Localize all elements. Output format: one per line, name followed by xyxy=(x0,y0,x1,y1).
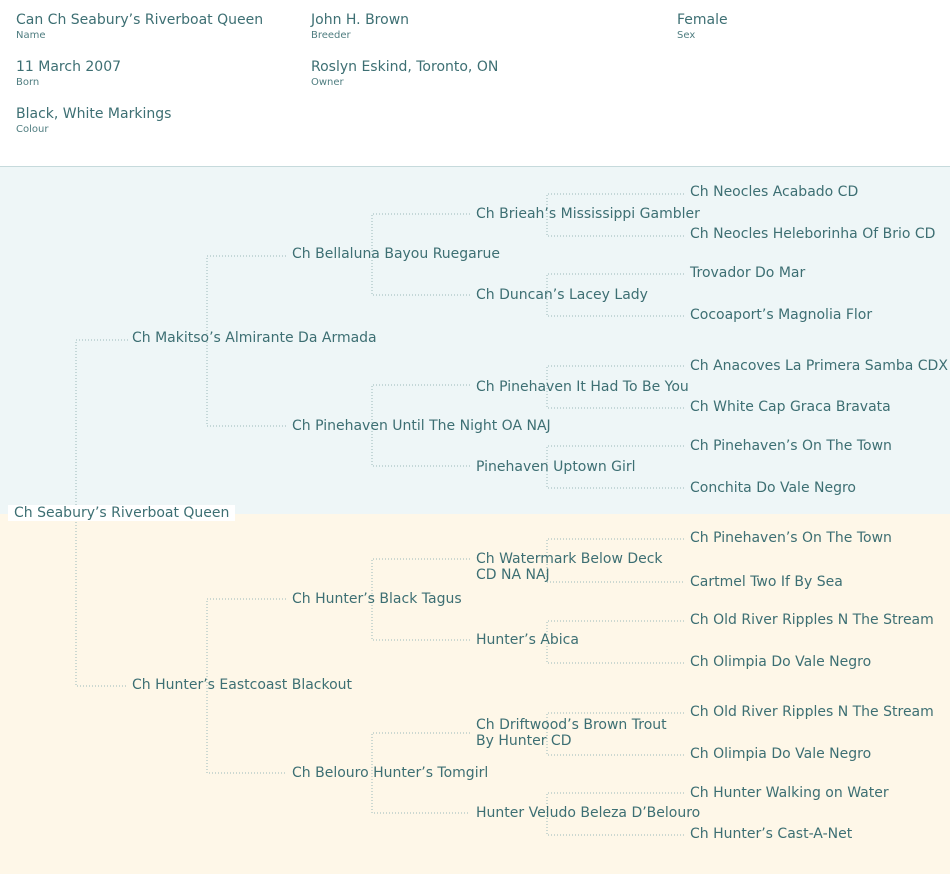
pedigree-sire-dam-sire[interactable]: Ch Pinehaven It Had To Be You xyxy=(476,379,689,395)
connector-sire-dam xyxy=(371,384,470,467)
pedigree-dam-dam-sire[interactable]: Ch Driftwood’s Brown Trout By Hunter CD xyxy=(476,717,667,749)
sex-value: Female xyxy=(677,12,728,28)
sire-side-section xyxy=(0,166,950,515)
info-sex: Female Sex xyxy=(677,12,728,41)
pedigree-sire-dam-sire-sire[interactable]: Ch Anacoves La Primera Samba CDX xyxy=(690,358,948,374)
pedigree-dam-sire-dam[interactable]: Hunter’s Abica xyxy=(476,632,579,648)
born-label: Born xyxy=(16,77,40,88)
pedigree-dam-sire-dam-sire[interactable]: Ch Old River Ripples N The Stream xyxy=(690,612,934,628)
pedigree-sire-sire-sire-dam[interactable]: Ch Neocles Heleborinha Of Brio CD xyxy=(690,226,936,242)
pedigree-sire-dam-dam-sire[interactable]: Ch Pinehaven’s On The Town xyxy=(690,438,892,454)
pedigree-sire-dam-sire-dam[interactable]: Ch White Cap Graca Bravata xyxy=(690,399,891,415)
pedigree-sire-sire[interactable]: Ch Bellaluna Bayou Ruegarue xyxy=(292,246,500,262)
pedigree-dam[interactable]: Ch Hunter’s Eastcoast Blackout xyxy=(132,677,353,693)
pedigree-sire-sire-dam[interactable]: Ch Duncan’s Lacey Lady xyxy=(476,287,648,303)
name-value: Can Ch Seabury’s Riverboat Queen xyxy=(16,12,264,28)
pedigree-sire-sire-sire[interactable]: Ch Brieah’s Mississippi Gambler xyxy=(476,206,700,222)
connector-dam-dam xyxy=(371,732,470,814)
info-name: Can Ch Seabury’s Riverboat Queen Name xyxy=(16,12,263,41)
pedigree-sire-sire-sire-sire[interactable]: Ch Neocles Acabado CD xyxy=(690,184,859,200)
pedigree-dam-dam-dam-dam[interactable]: Ch Hunter’s Cast-A-Net xyxy=(690,826,853,842)
owner-label: Owner xyxy=(311,77,344,88)
pedigree-sire-dam-dam-dam[interactable]: Conchita Do Vale Negro xyxy=(690,480,856,496)
pedigree-dam-sire-sire-dam[interactable]: Cartmel Two If By Sea xyxy=(690,574,843,590)
breeder-value: John H. Brown xyxy=(311,12,410,28)
info-born: 11 March 2007 Born xyxy=(16,59,121,88)
pedigree-dam-dam-sire-dam[interactable]: Ch Olimpia Do Vale Negro xyxy=(690,746,872,762)
colour-label: Colour xyxy=(16,124,49,135)
pedigree-dam-dam-dam-sire[interactable]: Ch Hunter Walking on Water xyxy=(690,785,889,801)
pedigree-sire-sire-dam-sire[interactable]: Trovador Do Mar xyxy=(690,265,806,281)
connector-dam-sire xyxy=(371,558,470,641)
pedigree-dam-sire-dam-dam[interactable]: Ch Olimpia Do Vale Negro xyxy=(690,654,872,670)
pedigree-dam-dam-sire-sire[interactable]: Ch Old River Ripples N The Stream xyxy=(690,704,934,720)
connector-sire-sire xyxy=(371,213,470,296)
name-label: Name xyxy=(16,30,46,41)
pedigree-sire[interactable]: Ch Makitso’s Almirante Da Armada xyxy=(132,330,377,346)
info-breeder: John H. Brown Breeder xyxy=(311,12,409,41)
dam-side-section xyxy=(0,514,950,874)
pedigree-sire-dam-dam[interactable]: Pinehaven Uptown Girl xyxy=(476,459,636,475)
pedigree-sire-sire-dam-dam[interactable]: Cocoaport’s Magnolia Flor xyxy=(690,307,873,323)
born-value: 11 March 2007 xyxy=(16,59,122,75)
pedigree-dam-sire[interactable]: Ch Hunter’s Black Tagus xyxy=(292,591,462,607)
pedigree-dam-sire-sire-sire[interactable]: Ch Pinehaven’s On The Town xyxy=(690,530,892,546)
pedigree-subject[interactable]: Ch Seabury’s Riverboat Queen xyxy=(8,505,236,521)
pedigree-sire-dam[interactable]: Ch Pinehaven Until The Night OA NAJ xyxy=(292,418,551,434)
info-owner: Roslyn Eskind, Toronto, ON Owner xyxy=(311,59,498,88)
connector-sire xyxy=(206,255,286,427)
colour-value: Black, White Markings xyxy=(16,106,172,122)
pedigree-dam-dam[interactable]: Ch Belouro Hunter’s Tomgirl xyxy=(292,765,489,781)
connector-dam xyxy=(206,598,286,774)
pedigree-dam-sire-sire[interactable]: Ch Watermark Below Deck CD NA NAJ xyxy=(476,551,663,583)
sex-label: Sex xyxy=(677,30,696,41)
breeder-label: Breeder xyxy=(311,30,351,41)
info-colour: Black, White Markings Colour xyxy=(16,106,171,135)
pedigree-dam-dam-dam[interactable]: Hunter Veludo Beleza D’Belouro xyxy=(476,805,701,821)
owner-value: Roslyn Eskind, Toronto, ON xyxy=(311,59,499,75)
